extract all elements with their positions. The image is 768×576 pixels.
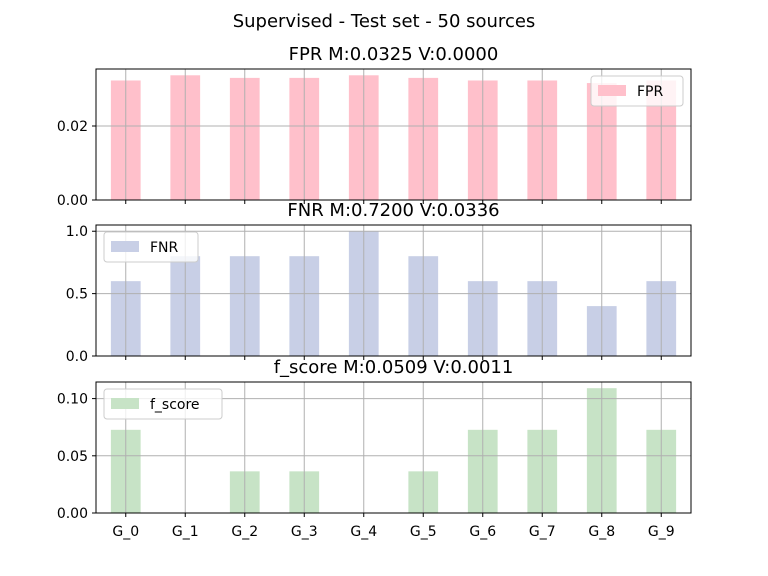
x-tick-label: G_8 [588, 524, 615, 540]
y-tick-label: 1.0 [66, 224, 88, 240]
legend-label: FPR [637, 84, 663, 100]
x-tick-label: G_0 [112, 524, 139, 540]
x-tick-label: G_5 [410, 524, 437, 540]
x-tick-label: G_3 [291, 524, 318, 540]
y-tick-label: 0.10 [57, 392, 88, 408]
subplot-title: FNR M:0.7200 V:0.0336 [287, 200, 499, 221]
y-tick-label: 0.00 [57, 506, 88, 522]
legend-swatch [111, 241, 139, 252]
subplot-panels: 0.00 0.02 FPR M:0.0325 V:0.0000 FPR 0.0 0.5 1.… [57, 44, 692, 540]
subplot-title: FPR M:0.0325 V:0.0000 [289, 44, 499, 65]
subplot-title: f_score M:0.0509 V:0.0011 [274, 357, 514, 378]
legend-swatch [598, 85, 626, 96]
axes-frame [95, 381, 692, 514]
x-tick-label: G_6 [469, 524, 496, 540]
x-tick-label: G_1 [172, 524, 199, 540]
legend-label: f_score [150, 397, 200, 413]
legend: FNR [103, 231, 199, 263]
subplot-3: 0.00 0.05 0.10 G_0 G_1 G_2 G_3 G_4 G_5 G_6 G_7 G_8 G… [57, 357, 692, 540]
axes-frame [95, 68, 692, 201]
legend-label: FNR [150, 240, 179, 256]
y-tick-label: 0.02 [57, 119, 88, 135]
legend-box [103, 388, 223, 420]
legend-swatch [111, 398, 139, 409]
y-tick-label: 0.5 [66, 287, 88, 303]
legend: f_score [103, 388, 223, 420]
figure-suptitle: Supervised - Test set - 50 sources [233, 11, 536, 32]
x-tick-label: G_2 [231, 524, 258, 540]
y-tick-label: 0.00 [57, 193, 88, 209]
y-tick-label: 0.05 [57, 449, 88, 465]
subplot-2: 0.0 0.5 1.0 FNR M:0.7200 V:0.0336 FNR [66, 200, 692, 365]
x-tick-label: G_4 [350, 524, 377, 540]
legend: FPR [590, 75, 684, 107]
x-tick-label: G_7 [529, 524, 556, 540]
legend-box [590, 75, 684, 107]
subplot-1: 0.00 0.02 FPR M:0.0325 V:0.0000 FPR [57, 44, 692, 209]
y-tick-label: 0.0 [66, 349, 88, 365]
axes-frame [95, 224, 692, 357]
x-tick-label: G_9 [648, 524, 675, 540]
legend-box [103, 231, 199, 263]
